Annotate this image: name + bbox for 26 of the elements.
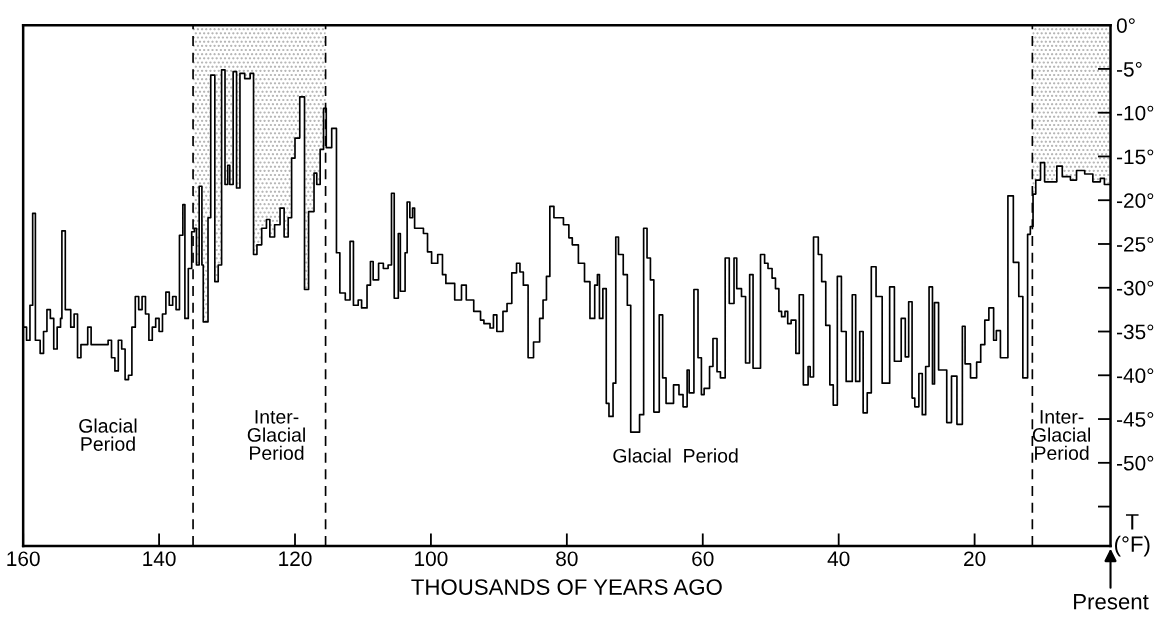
annotation: Glacial Period <box>613 448 738 463</box>
y-tick-label: -40° <box>1117 368 1154 384</box>
x-tick-label: 20 <box>964 551 986 567</box>
x-tick-label: 100 <box>415 551 448 567</box>
x-axis-title: THOUSANDS OF YEARS AGO <box>411 579 722 595</box>
annotation: Inter- Glacial Period <box>247 410 305 460</box>
y-tick-label: -20° <box>1117 193 1154 208</box>
x-tick-label: 140 <box>143 551 176 567</box>
y-tick-label: -15° <box>1117 149 1154 165</box>
x-tick-label: 40 <box>827 551 850 567</box>
annotation: Inter- Glacial Period <box>1032 410 1091 460</box>
y-tick-label: -30° <box>1117 280 1154 296</box>
y-tick-label: -35° <box>1117 324 1154 340</box>
y-tick-label: -45° <box>1117 412 1154 427</box>
y-tick-label: -50° <box>1117 455 1154 471</box>
x-tick-label: 160 <box>7 551 40 567</box>
x-tick-label: 60 <box>692 551 714 567</box>
y-tick-label: -5° <box>1117 61 1142 77</box>
text: Present <box>1074 594 1149 610</box>
y-tick-label: -10° <box>1117 105 1154 121</box>
annotation: Glacial Period <box>79 418 137 451</box>
y-tick-label: 0° <box>1116 18 1135 33</box>
x-tick-label: 120 <box>279 551 312 567</box>
y-axis-title: T (°F) <box>1115 514 1150 557</box>
y-tick-label: -25° <box>1117 236 1154 252</box>
x-tick-label: 80 <box>556 551 578 567</box>
